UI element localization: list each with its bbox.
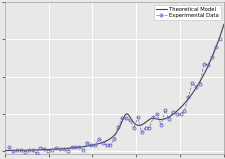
Line: Theoretical Model: Theoretical Model	[5, 24, 223, 151]
Theoretical Model	[215, 42, 218, 44]
Experimental Data	[213, 45, 216, 47]
Legend: Theoretical Model, Experimental Data: Theoretical Model, Experimental Data	[153, 5, 220, 20]
Theoretical Model	[104, 140, 106, 142]
Theoretical Model	[222, 24, 224, 25]
Experimental Data	[89, 144, 92, 146]
Theoretical Model	[15, 149, 17, 151]
Experimental Data	[31, 149, 34, 151]
Theoretical Model	[215, 42, 218, 44]
Experimental Data	[8, 147, 11, 149]
Experimental Data	[62, 148, 65, 150]
Theoretical Model	[110, 137, 112, 139]
Experimental Data	[217, 38, 220, 40]
Experimental Data	[35, 152, 38, 154]
Theoretical Model	[4, 150, 6, 152]
Line: Experimental Data: Experimental Data	[8, 37, 220, 155]
Experimental Data	[50, 149, 53, 151]
Theoretical Model	[175, 110, 178, 112]
Experimental Data	[198, 83, 200, 85]
